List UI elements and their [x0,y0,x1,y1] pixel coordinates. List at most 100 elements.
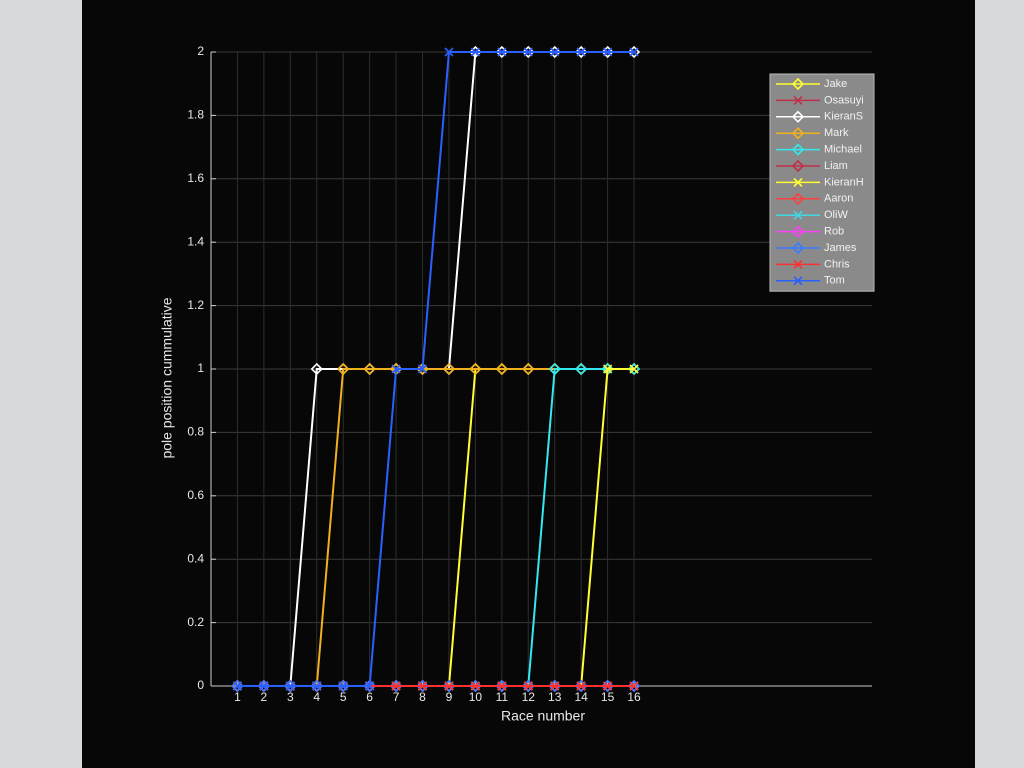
data-point [497,47,507,57]
data-point [310,679,323,693]
data-point [523,47,533,57]
legend-marker [793,95,803,105]
x-tick-label: 7 [393,690,400,704]
data-point [627,45,641,59]
x-tick-label: 1 [234,690,241,704]
legend-label: Osasuyi [824,94,864,106]
data-point [629,47,639,57]
data-point [416,362,429,376]
legend-label: Michael [824,144,862,156]
data-point [363,362,376,376]
legend-label: KieranH [824,176,864,188]
data-point [469,679,482,693]
legend-label: Rob [824,226,844,238]
y-tick-label: 1.6 [187,171,204,185]
data-point [629,364,639,374]
data-point [601,679,614,693]
data-point [575,362,588,376]
data-point [416,679,429,693]
x-tick-label: 12 [522,690,536,704]
data-point [522,45,535,59]
data-point [495,45,508,59]
legend-marker [791,110,805,123]
data-point [312,681,322,691]
data-point [576,47,586,57]
legend-label: James [824,242,857,254]
data-point [470,681,480,691]
data-point [232,681,243,691]
data-point [522,679,535,693]
x-tick-label: 16 [627,690,641,704]
data-point [627,679,641,693]
legend-label: Mark [824,127,849,139]
data-point [444,681,454,691]
x-tick-label: 2 [261,690,268,704]
data-point [417,681,428,691]
data-point [550,47,560,57]
legend-label: OliW [824,209,848,221]
data-point [575,45,588,59]
legend-marker [793,210,803,220]
legend-label: Chris [824,258,850,270]
legend-marker [791,225,805,238]
data-point [391,364,401,374]
legend-label: Aaron [824,193,853,205]
y-tick-label: 0.6 [187,488,204,502]
legend-marker [791,127,805,140]
data-point [603,364,613,374]
data-point [391,681,401,691]
data-point [389,679,403,693]
y-tick-label: 0.2 [187,615,204,629]
data-point [495,679,508,693]
data-point [603,47,613,57]
x-tick-label: 13 [548,690,562,704]
y-tick-label: 1 [197,361,204,375]
x-tick-label: 9 [446,690,453,704]
data-point [601,45,614,59]
x-axis-label: Race number [501,708,585,724]
data-point [338,681,348,691]
x-tick-label: 4 [313,690,320,704]
data-point [259,681,269,691]
legend-marker [791,241,805,255]
data-point [257,679,271,693]
x-tick-label: 6 [366,690,373,704]
data-point [469,362,482,376]
data-point [470,47,480,57]
data-point [548,45,561,59]
legend-marker [793,276,803,286]
data-point [576,681,586,691]
legend-label: Jake [824,78,847,90]
data-point [442,679,456,693]
legend-label: Tom [824,275,845,287]
legend-marker [793,259,803,269]
x-tick-label: 15 [601,690,615,704]
legend-marker [791,77,805,91]
data-point [548,362,561,376]
x-tick-label: 5 [340,690,347,704]
data-point [603,681,613,691]
data-point [417,364,428,374]
data-point [548,679,561,693]
y-tick-label: 0.8 [187,425,204,439]
data-point [231,679,244,693]
legend-label: Liam [824,160,848,172]
data-point [523,681,533,691]
legend-marker [793,177,803,187]
x-tick-label: 10 [469,690,483,704]
y-tick-label: 2 [197,44,204,58]
data-point [310,362,323,376]
legend-label: KieranS [824,111,863,123]
legend-marker [791,192,805,205]
series-line [237,51,635,687]
y-tick-label: 1.8 [187,108,204,122]
x-tick-label: 8 [419,690,426,704]
legend-marker [791,159,805,173]
data-point [365,681,375,691]
y-tick-label: 1.4 [187,234,204,248]
data-point [337,362,350,376]
y-tick-label: 1.2 [187,298,204,312]
x-tick-label: 3 [287,690,294,704]
